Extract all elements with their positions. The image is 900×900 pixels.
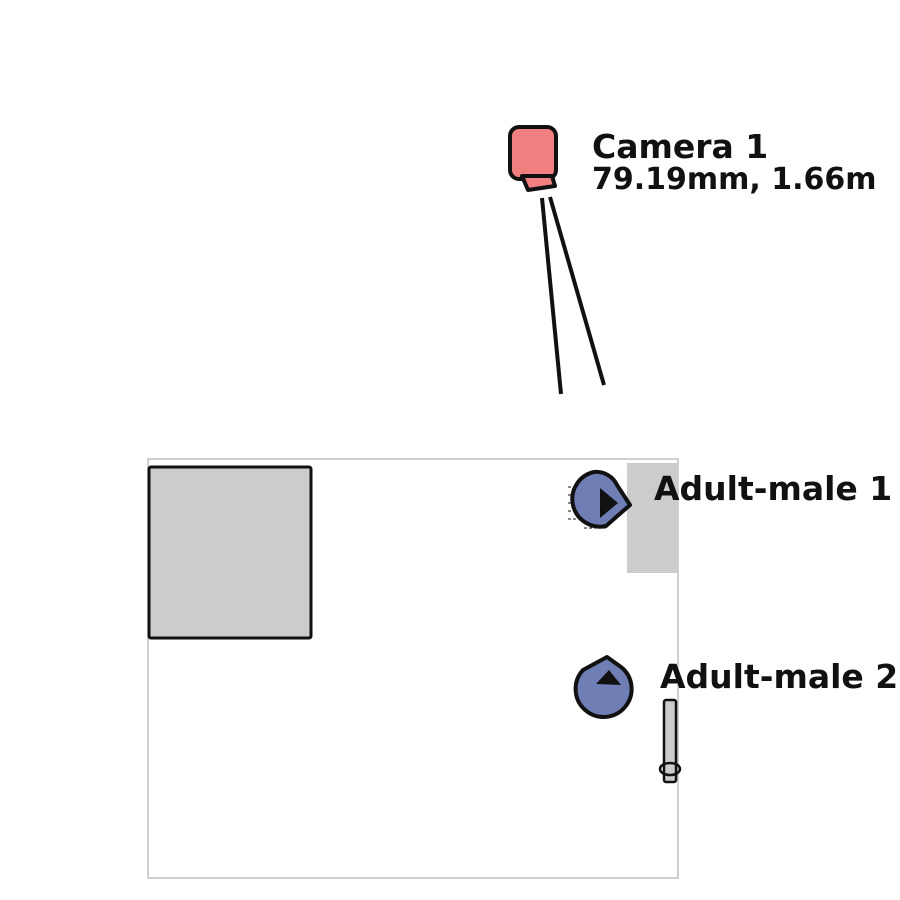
camera-specs-label: 79.19mm, 1.66m bbox=[592, 162, 877, 197]
person-1-direction-arrow bbox=[600, 488, 618, 518]
person-1-marker[interactable] bbox=[568, 469, 632, 529]
person-2-direction-arrow bbox=[596, 670, 621, 685]
camera-icon[interactable] bbox=[508, 125, 558, 192]
door-slab[interactable] bbox=[662, 698, 678, 784]
camera-fov-line-right bbox=[548, 196, 606, 386]
camera-name-label: Camera 1 bbox=[592, 127, 768, 166]
furniture-block[interactable] bbox=[147, 465, 313, 640]
camera-lens bbox=[520, 174, 557, 192]
person-2-marker[interactable] bbox=[573, 655, 634, 719]
camera-fov-line-left bbox=[540, 197, 563, 395]
person-2-body bbox=[573, 655, 634, 719]
room-outline bbox=[147, 458, 679, 879]
person-1-label: Adult-male 1 bbox=[654, 469, 892, 508]
door-handle bbox=[658, 761, 682, 777]
person-2-label: Adult-male 2 bbox=[660, 657, 898, 696]
camera-body bbox=[508, 125, 558, 181]
wall-panel bbox=[627, 463, 678, 573]
